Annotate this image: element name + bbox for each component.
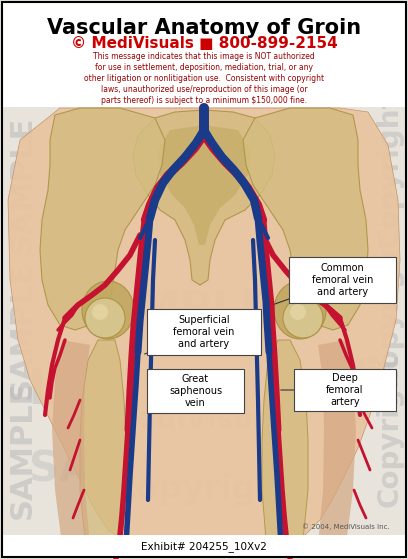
Text: Copyright: Copyright [376, 353, 404, 507]
Polygon shape [133, 110, 275, 285]
Circle shape [85, 298, 125, 338]
Circle shape [290, 304, 306, 320]
Text: Vi: Vi [328, 356, 383, 404]
Polygon shape [80, 340, 126, 555]
Text: © MediVisuals ■ 800-899-2154: © MediVisuals ■ 800-899-2154 [71, 36, 337, 51]
Text: © 2004, MediVisuals Inc.: © 2004, MediVisuals Inc. [302, 523, 390, 530]
Text: This message indicates that this image is NOT authorized
for use in settlement, : This message indicates that this image i… [84, 52, 324, 106]
FancyBboxPatch shape [289, 257, 396, 303]
Ellipse shape [82, 281, 134, 339]
Text: Superficial
femoral vein
and artery: Superficial femoral vein and artery [173, 315, 235, 349]
Text: MediVisuals: MediVisuals [110, 406, 298, 434]
Text: Exhibit# 204255_10Xv2: Exhibit# 204255_10Xv2 [141, 542, 267, 552]
Bar [2, 535, 406, 557]
FancyBboxPatch shape [147, 309, 261, 355]
Text: Common
femoral vein
and artery: Common femoral vein and artery [312, 263, 373, 297]
Polygon shape [8, 108, 400, 552]
Polygon shape [52, 340, 100, 555]
Text: SAMPLE: SAMPLE [7, 261, 36, 399]
Polygon shape [308, 340, 356, 555]
Polygon shape [243, 108, 368, 330]
Text: Great
saphenous
vein: Great saphenous vein [169, 375, 222, 408]
Text: SAMPLE: SAMPLE [7, 116, 36, 254]
Text: Copyright: Copyright [376, 93, 404, 247]
Text: Deep
femoral
artery: Deep femoral artery [326, 373, 364, 406]
Text: Copyright: Copyright [112, 473, 296, 506]
FancyBboxPatch shape [294, 369, 396, 411]
Bar [2, 2, 406, 107]
Polygon shape [158, 125, 250, 245]
FancyBboxPatch shape [147, 369, 244, 413]
Text: SAMPLE: SAMPLE [7, 381, 36, 519]
Text: SA: SA [29, 449, 91, 491]
Polygon shape [40, 108, 165, 330]
Polygon shape [262, 340, 308, 555]
Text: Copyright: Copyright [376, 233, 404, 387]
Circle shape [283, 298, 323, 338]
Circle shape [92, 304, 108, 320]
Ellipse shape [274, 281, 326, 339]
Text: Vascular Anatomy of Groin: Vascular Anatomy of Groin [47, 18, 361, 38]
Text: LE: LE [27, 366, 93, 414]
Text: MPLE: MPLE [136, 288, 272, 331]
